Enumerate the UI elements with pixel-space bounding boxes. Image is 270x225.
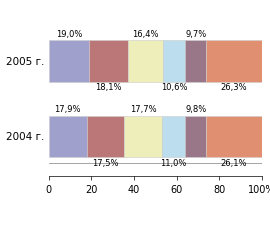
Bar bbox=[206, 116, 262, 157]
Bar bbox=[162, 116, 185, 157]
Text: 17,9%: 17,9% bbox=[55, 105, 81, 114]
Text: 26,3%: 26,3% bbox=[221, 83, 247, 92]
Bar bbox=[163, 40, 185, 82]
Text: 17,7%: 17,7% bbox=[130, 105, 156, 114]
Text: 19,0%: 19,0% bbox=[56, 30, 82, 39]
Bar bbox=[185, 40, 206, 82]
Bar bbox=[124, 116, 162, 157]
Bar bbox=[128, 40, 163, 82]
Text: 26,1%: 26,1% bbox=[221, 159, 247, 168]
Bar bbox=[49, 116, 87, 157]
Bar bbox=[206, 40, 262, 82]
Bar bbox=[185, 116, 206, 157]
Text: 17,5%: 17,5% bbox=[92, 159, 119, 168]
Text: 9,7%: 9,7% bbox=[185, 30, 206, 39]
Bar bbox=[49, 40, 89, 82]
Text: 11,0%: 11,0% bbox=[160, 159, 187, 168]
Bar bbox=[87, 116, 124, 157]
Bar bbox=[89, 40, 128, 82]
Text: 10,6%: 10,6% bbox=[161, 83, 187, 92]
Text: 16,4%: 16,4% bbox=[132, 30, 158, 39]
Text: 9,8%: 9,8% bbox=[185, 105, 206, 114]
Text: 18,1%: 18,1% bbox=[95, 83, 122, 92]
